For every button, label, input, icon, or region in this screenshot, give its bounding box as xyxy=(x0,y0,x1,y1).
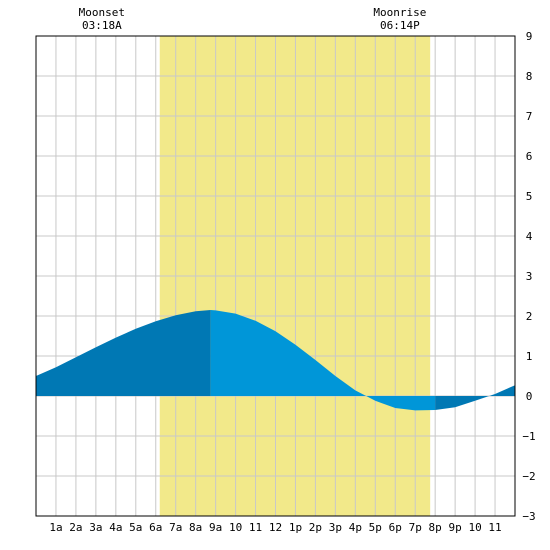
x-tick-label: 8a xyxy=(189,521,202,534)
x-tick-label: 5a xyxy=(129,521,142,534)
plot-frame xyxy=(35,35,516,517)
x-tick-label: 11 xyxy=(249,521,262,534)
tide-area-falling xyxy=(210,310,436,411)
y-tick-label: 5 xyxy=(526,190,533,203)
y-tick-label: 3 xyxy=(526,270,533,283)
x-tick-label: 6a xyxy=(149,521,162,534)
tide-area-rising xyxy=(435,385,515,410)
x-tick-label: 8p xyxy=(429,521,442,534)
moon-event-label: Moonrise xyxy=(373,6,426,19)
y-tick-label: −1 xyxy=(522,430,535,443)
x-tick-label: 6p xyxy=(389,521,402,534)
y-tick-label: −3 xyxy=(522,510,535,523)
x-tick-label: 9p xyxy=(449,521,462,534)
x-tick-label: 1a xyxy=(49,521,62,534)
x-tick-label: 1p xyxy=(289,521,302,534)
x-tick-label: 12 xyxy=(269,521,282,534)
x-tick-label: 10 xyxy=(229,521,242,534)
y-tick-label: 9 xyxy=(526,30,533,43)
x-tick-label: 4p xyxy=(349,521,362,534)
x-tick-label: 3p xyxy=(329,521,342,534)
y-tick-label: 6 xyxy=(526,150,533,163)
y-tick-label: 2 xyxy=(526,310,533,323)
y-tick-label: −2 xyxy=(522,470,535,483)
tide-area-rising xyxy=(36,310,211,396)
x-tick-label: 5p xyxy=(369,521,382,534)
x-tick-label: 7p xyxy=(409,521,422,534)
x-tick-label: 9a xyxy=(209,521,222,534)
x-tick-label: 7a xyxy=(169,521,182,534)
moon-event-label: Moonset xyxy=(79,6,125,19)
y-tick-label: 8 xyxy=(526,70,533,83)
y-tick-label: 7 xyxy=(526,110,533,123)
x-tick-label: 4a xyxy=(109,521,122,534)
x-tick-label: 10 xyxy=(468,521,481,534)
moon-event-time: 03:18A xyxy=(82,19,122,32)
moon-event-time: 06:14P xyxy=(380,19,420,32)
y-tick-label: 4 xyxy=(526,230,533,243)
y-tick-label: 1 xyxy=(526,350,533,363)
x-tick-label: 11 xyxy=(488,521,501,534)
x-tick-label: 2p xyxy=(309,521,322,534)
x-tick-label: 2a xyxy=(69,521,82,534)
y-tick-label: 0 xyxy=(526,390,533,403)
x-tick-label: 3a xyxy=(89,521,102,534)
